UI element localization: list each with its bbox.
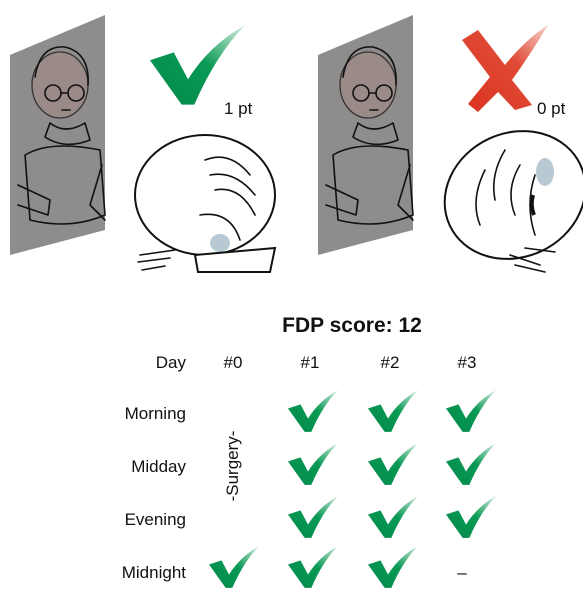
check [288, 546, 338, 588]
check [368, 390, 418, 432]
big-check [150, 25, 245, 104]
check [368, 496, 418, 538]
score-label: 0 pt [537, 99, 566, 118]
surgery-label: -Surgery- [223, 431, 242, 502]
header-day-number: #2 [381, 353, 400, 372]
header-day: Day [156, 353, 187, 372]
header-day-number: #3 [458, 353, 477, 372]
big-cross [462, 25, 548, 112]
figure: 1 pt 0 pt FDP score: 12 Day #0 #1 #2 #3 … [0, 0, 583, 589]
row-label: Evening [125, 510, 186, 529]
check [288, 496, 338, 538]
missing-mark: – [457, 563, 467, 582]
check [446, 390, 496, 432]
check [288, 390, 338, 432]
mirror-person-bad [318, 15, 413, 255]
table-title: FDP score: 12 [282, 314, 422, 337]
check [368, 546, 418, 588]
score-label: 1 pt [224, 99, 253, 118]
check [446, 443, 496, 485]
mirror-person-good [10, 15, 105, 255]
check-marks [209, 390, 496, 588]
row-label: Morning [125, 404, 186, 423]
header-day-number: #0 [224, 353, 243, 372]
head-bad [424, 108, 583, 281]
row-label: Midnight [122, 563, 187, 582]
check [368, 443, 418, 485]
check [288, 443, 338, 485]
check [209, 546, 259, 588]
header-day-number: #1 [301, 353, 320, 372]
row-label: Midday [131, 457, 186, 476]
head-good [135, 135, 275, 272]
check [446, 496, 496, 538]
